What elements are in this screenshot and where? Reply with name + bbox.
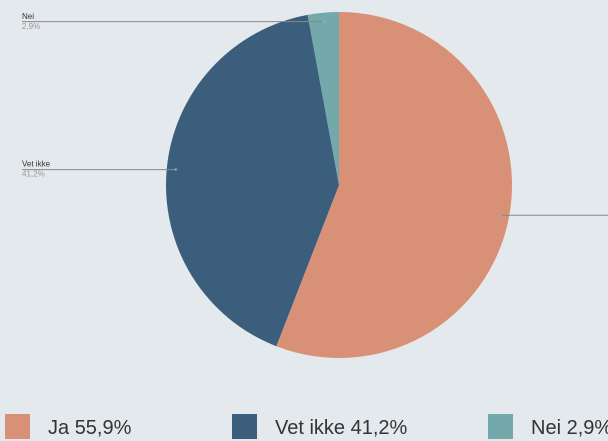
legend-swatch xyxy=(488,414,513,439)
legend-swatch xyxy=(232,414,257,439)
pie-slice xyxy=(307,12,339,185)
legend-name: Nei xyxy=(531,417,561,439)
callout-name: Nei xyxy=(22,12,34,21)
callout-dot xyxy=(498,214,502,217)
legend-value: 41,2% xyxy=(351,417,408,439)
callout-value: 2,9% xyxy=(22,22,40,31)
legend-name: Vet ikke xyxy=(275,417,345,439)
legend-value: 55,9% xyxy=(75,417,132,439)
legend-text: Ja 55,9% xyxy=(48,417,132,439)
callout-value: 41,2% xyxy=(22,170,45,179)
pie-slice xyxy=(165,14,339,347)
legend-name: Ja xyxy=(48,417,70,439)
callout-dot xyxy=(174,168,177,171)
legend-text: Nei 2,9% xyxy=(531,417,608,439)
callout-name: Vet ikke xyxy=(22,160,51,169)
legend-value: 2,9% xyxy=(567,417,608,439)
legend-swatch xyxy=(5,414,30,439)
callout-dot xyxy=(322,20,326,23)
pie-slice xyxy=(276,12,512,358)
legend-text: Vet ikke 41,2% xyxy=(275,417,408,439)
